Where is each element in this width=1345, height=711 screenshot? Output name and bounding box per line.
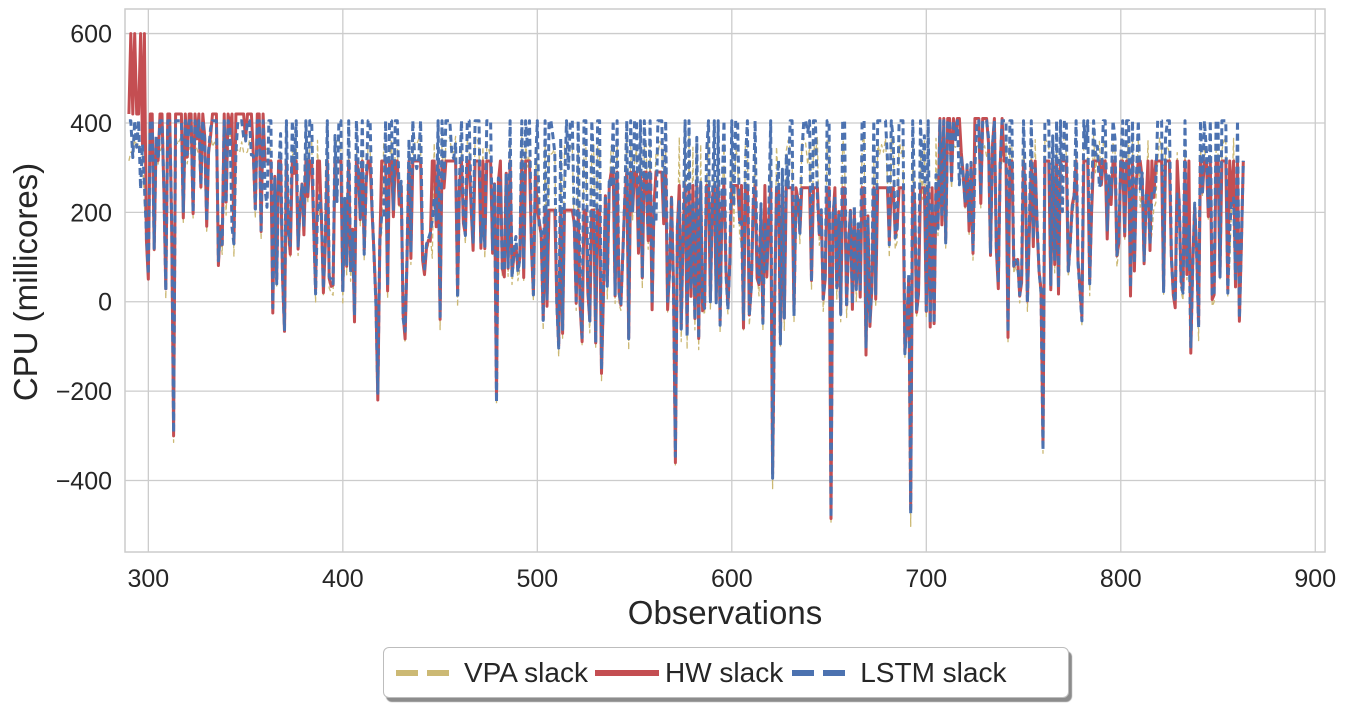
x-axis-title: Observations [628,594,822,631]
x-tick-label: 500 [516,565,558,593]
x-tick-label: 800 [1100,565,1142,593]
y-tick-label: 0 [98,289,112,317]
y-tick-label: −400 [56,467,112,495]
legend-label-vpa: VPA slack [464,656,588,688]
legend-swatch-vpa [396,669,456,676]
x-tick-label: 700 [905,565,947,593]
ticks: 300 400 500 600 700 800 900 600 400 200 0 −200 −400 [56,21,1336,593]
x-tick-label: 900 [1294,565,1336,593]
series-line-lstm [128,119,1245,520]
y-tick-label: 200 [70,199,112,227]
x-tick-label: 400 [322,565,364,593]
legend-label-hw: HW slack [664,656,784,688]
x-tick-label: 300 [127,565,169,593]
y-tick-label: 600 [70,21,112,49]
legend-label-lstm: LSTM slack [860,656,1007,688]
y-tick-label: 400 [70,110,112,138]
legend-swatch-lstm [792,669,853,676]
series-layer [127,32,1245,528]
legend: VPA slack HW slack LSTM slack [383,647,1069,698]
x-tick-label: 600 [711,565,753,593]
legend-item-vpa: VPA slack [394,657,588,689]
legend-swatch-hw [594,669,659,676]
y-axis-title: CPU (millicores) [7,163,44,401]
legend-item-hw: HW slack [594,656,784,689]
legend-item-lstm: LSTM slack [790,657,1006,689]
y-tick-label: −200 [56,378,112,406]
